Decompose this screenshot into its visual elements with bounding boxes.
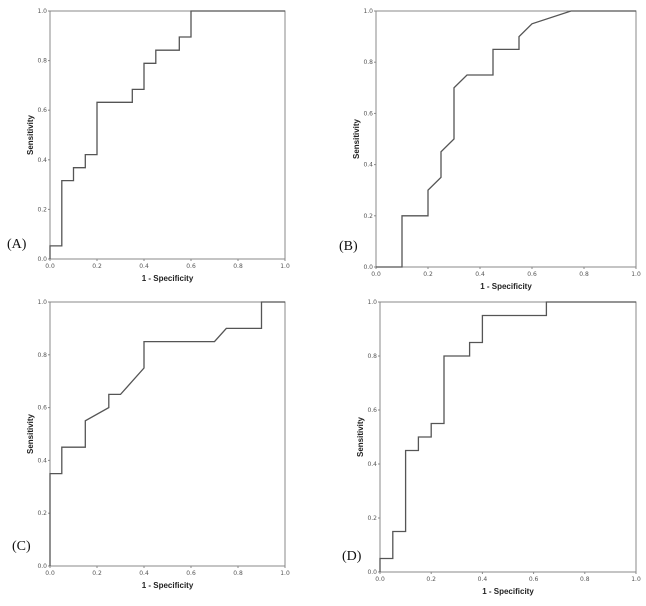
- x-tick-label: 0.6: [529, 576, 539, 583]
- panel-label: (B): [339, 239, 358, 254]
- y-tick-label: 0.8: [37, 352, 47, 359]
- roc-curve: [49, 301, 285, 566]
- x-tick-label: 0.0: [375, 576, 385, 583]
- x-tick-label: 0.2: [92, 570, 102, 577]
- plot-frame: [375, 10, 637, 268]
- roc-curve: [376, 10, 636, 268]
- x-tick-label: 1.0: [631, 271, 641, 278]
- y-tick-label: 1.0: [363, 8, 373, 15]
- y-tick-label: 0.4: [37, 157, 47, 164]
- x-axis-label: 1 - Specificity: [480, 282, 532, 291]
- panel-label: (C): [12, 539, 31, 554]
- x-tick-label: 0.6: [527, 271, 537, 278]
- y-tick-label: 0.0: [37, 563, 47, 570]
- panel-label: (D): [342, 549, 362, 564]
- y-tick-label: 0.2: [363, 213, 373, 220]
- y-axis-label: Sensitivity: [352, 118, 361, 159]
- x-tick-label: 0.2: [92, 263, 102, 270]
- y-tick-label: 0.0: [367, 569, 377, 576]
- y-axis-label: Sensitivity: [26, 114, 35, 155]
- y-tick-label: 0.4: [37, 457, 47, 464]
- x-tick-label: 0.8: [233, 263, 243, 270]
- y-tick-label: 0.2: [37, 510, 47, 517]
- x-tick-label: 0.8: [579, 271, 589, 278]
- x-tick-label: 0.6: [186, 570, 196, 577]
- x-tick-label: 0.8: [580, 576, 590, 583]
- x-tick-label: 0.0: [45, 570, 55, 577]
- plot-frame: [49, 10, 286, 260]
- y-tick-label: 1.0: [367, 299, 377, 306]
- x-axis-label: 1 - Specificity: [482, 587, 534, 596]
- y-tick-label: 0.4: [367, 461, 377, 468]
- x-tick-label: 0.2: [423, 271, 433, 278]
- x-tick-label: 0.4: [139, 263, 149, 270]
- y-tick-label: 0.6: [367, 407, 377, 414]
- x-tick-label: 0.6: [186, 263, 196, 270]
- y-tick-label: 0.2: [367, 515, 377, 522]
- roc-curve: [379, 301, 636, 572]
- y-tick-label: 0.6: [37, 107, 47, 114]
- x-tick-label: 1.0: [280, 263, 290, 270]
- panel-label: (A): [7, 237, 27, 252]
- x-tick-label: 0.0: [371, 271, 381, 278]
- x-tick-label: 0.2: [426, 576, 436, 583]
- x-axis-label: 1 - Specificity: [142, 581, 194, 590]
- y-tick-label: 0.0: [37, 256, 47, 263]
- y-tick-label: 0.8: [367, 353, 377, 360]
- y-tick-label: 0.8: [363, 59, 373, 66]
- roc-panel-3: 0.0 0.2 0.4 0.6 0.8 1.0 0.0 0.2 0.4 0.6 0.8 1.0 1 - …: [12, 299, 290, 590]
- y-tick-label: 1.0: [37, 8, 47, 15]
- y-tick-label: 0.4: [363, 162, 373, 169]
- y-axis-label: Sensitivity: [356, 416, 365, 457]
- roc-panel-2: 0.0 0.2 0.4 0.6 0.8 1.0 0.0 0.2 0.4 0.6 0.8 1.0 1 - …: [339, 8, 641, 291]
- y-tick-label: 0.6: [363, 110, 373, 117]
- roc-panel-4: 0.0 0.2 0.4 0.6 0.8 1.0 0.0 0.2 0.4 0.6 0.8 1.0 1 - …: [342, 299, 641, 596]
- x-tick-label: 0.4: [139, 570, 149, 577]
- roc-panel-1: 0.0 0.2 0.4 0.6 0.8 1.0 0.0 0.2 0.4 0.6 0.8 1.0 1 - …: [7, 8, 290, 283]
- y-axis-label: Sensitivity: [26, 413, 35, 454]
- y-tick-label: 0.0: [363, 264, 373, 271]
- y-tick-label: 0.6: [37, 405, 47, 412]
- x-axis-label: 1 - Specificity: [142, 274, 194, 283]
- y-tick-label: 0.8: [37, 58, 47, 65]
- x-tick-label: 0.4: [478, 576, 488, 583]
- roc-curve: [49, 10, 285, 259]
- x-tick-label: 0.0: [45, 263, 55, 270]
- x-tick-label: 1.0: [631, 576, 641, 583]
- y-tick-label: 0.2: [37, 206, 47, 213]
- y-tick-label: 1.0: [37, 299, 47, 306]
- x-tick-label: 0.8: [233, 570, 243, 577]
- x-tick-label: 1.0: [280, 570, 290, 577]
- plot-frame: [49, 301, 286, 567]
- x-tick-label: 0.4: [475, 271, 485, 278]
